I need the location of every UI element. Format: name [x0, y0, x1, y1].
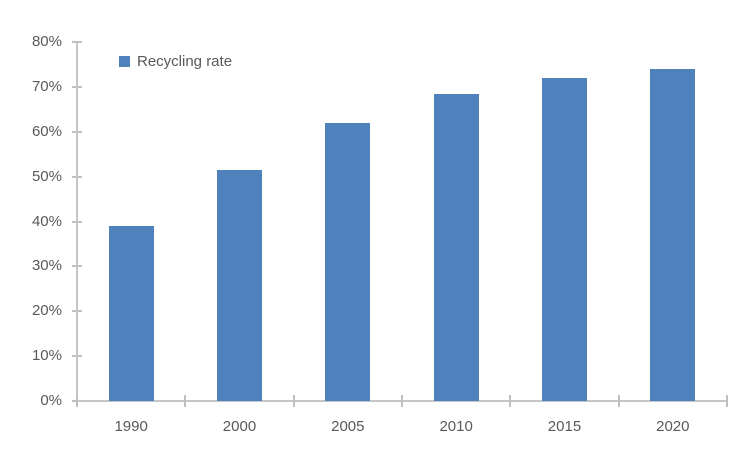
y-axis-label: 80% — [31, 33, 62, 50]
bar — [217, 169, 262, 401]
y-axis-label: 10% — [31, 347, 62, 365]
x-axis-tick — [292, 395, 295, 407]
y-axis-label: 0% — [40, 392, 62, 409]
x-axis-tick — [617, 395, 620, 407]
y-axis-line — [76, 42, 78, 401]
y-axis-label: 20% — [31, 302, 62, 320]
legend-marker-icon — [119, 56, 130, 67]
x-axis-tick — [509, 395, 512, 407]
y-axis-label: 30% — [31, 257, 62, 275]
bar — [433, 93, 479, 401]
y-axis-label: 50% — [31, 167, 62, 185]
x-axis-label: 2015 — [547, 418, 582, 435]
x-axis-label: 1990 — [114, 418, 148, 435]
x-axis-tick — [726, 395, 728, 407]
bar — [650, 68, 696, 401]
bar — [325, 122, 371, 401]
y-axis-label: 60% — [31, 122, 62, 140]
bar — [108, 225, 154, 401]
x-axis-tick — [401, 395, 403, 407]
bar — [542, 77, 587, 401]
x-axis-tick — [184, 395, 187, 407]
x-axis-label: 2005 — [331, 418, 365, 435]
x-axis-label: 2020 — [656, 418, 690, 435]
x-axis-label: 2010 — [439, 418, 473, 435]
x-axis-label: 2000 — [222, 418, 257, 435]
y-axis-label: 70% — [31, 77, 62, 95]
legend-label: Recycling rate — [137, 53, 233, 70]
legend: Recycling rate — [119, 53, 232, 70]
x-axis-tick — [76, 395, 78, 407]
y-axis-label: 40% — [31, 212, 62, 230]
